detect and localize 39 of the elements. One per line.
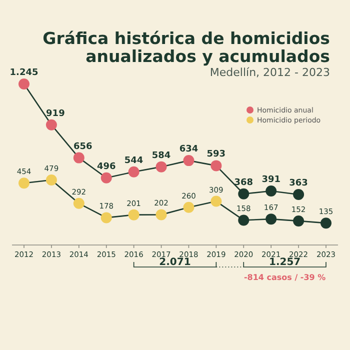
data-label: 656 [74,142,92,152]
text: -814 casos / -39 % [244,273,326,282]
point [128,209,140,220]
point [156,209,167,220]
text: 1.257 [269,257,301,268]
data-label: 593 [206,150,226,160]
data-label: 919 [46,108,65,119]
point [73,152,84,164]
point [238,188,250,200]
point [100,212,112,224]
point [100,172,112,184]
point [210,160,222,172]
point [156,161,167,172]
data-label: 363 [289,178,308,189]
data-label: 496 [96,162,116,172]
point [18,78,30,90]
point [293,215,304,226]
data-label: 634 [179,144,198,155]
text: 2.071 [159,257,191,268]
data-label: 1.245 [10,68,38,78]
point [18,178,30,189]
chart-title: Gráfica histórica de homicidios anualizados y acumulados [42,29,330,66]
point [320,218,332,229]
point [46,119,57,130]
point [128,166,140,178]
data-label: 391 [262,175,280,186]
point [73,198,84,209]
point [183,202,194,213]
point [183,155,194,166]
chart-subtitle: Medellín, 2012 - 2023 [210,66,330,79]
point [266,214,277,225]
data-label: 544 [124,156,144,166]
point [46,174,57,186]
data-label: 584 [152,150,171,161]
data-label: 368 [234,178,254,188]
point [293,189,304,200]
point [210,196,222,207]
point [266,186,277,197]
point [238,214,250,226]
